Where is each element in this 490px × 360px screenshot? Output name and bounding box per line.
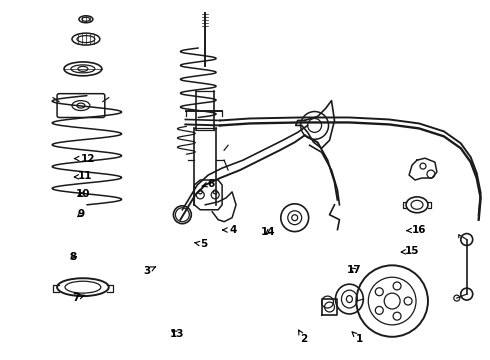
Text: 15: 15	[401, 247, 419, 256]
Text: 10: 10	[76, 189, 91, 199]
Text: 2: 2	[299, 330, 307, 344]
Text: 7: 7	[72, 293, 85, 303]
Text: 11: 11	[74, 171, 93, 181]
Text: 13: 13	[170, 329, 184, 339]
Text: 12: 12	[74, 154, 96, 163]
Text: 8: 8	[70, 252, 76, 262]
Text: 14: 14	[261, 227, 276, 237]
Text: 9: 9	[77, 209, 84, 219]
Text: 6: 6	[202, 179, 215, 189]
Text: 5: 5	[195, 239, 207, 249]
Text: 3: 3	[143, 266, 156, 276]
Text: 4: 4	[223, 225, 237, 235]
Text: 1: 1	[352, 332, 363, 344]
Text: 17: 17	[346, 265, 361, 275]
Text: 16: 16	[407, 225, 427, 235]
